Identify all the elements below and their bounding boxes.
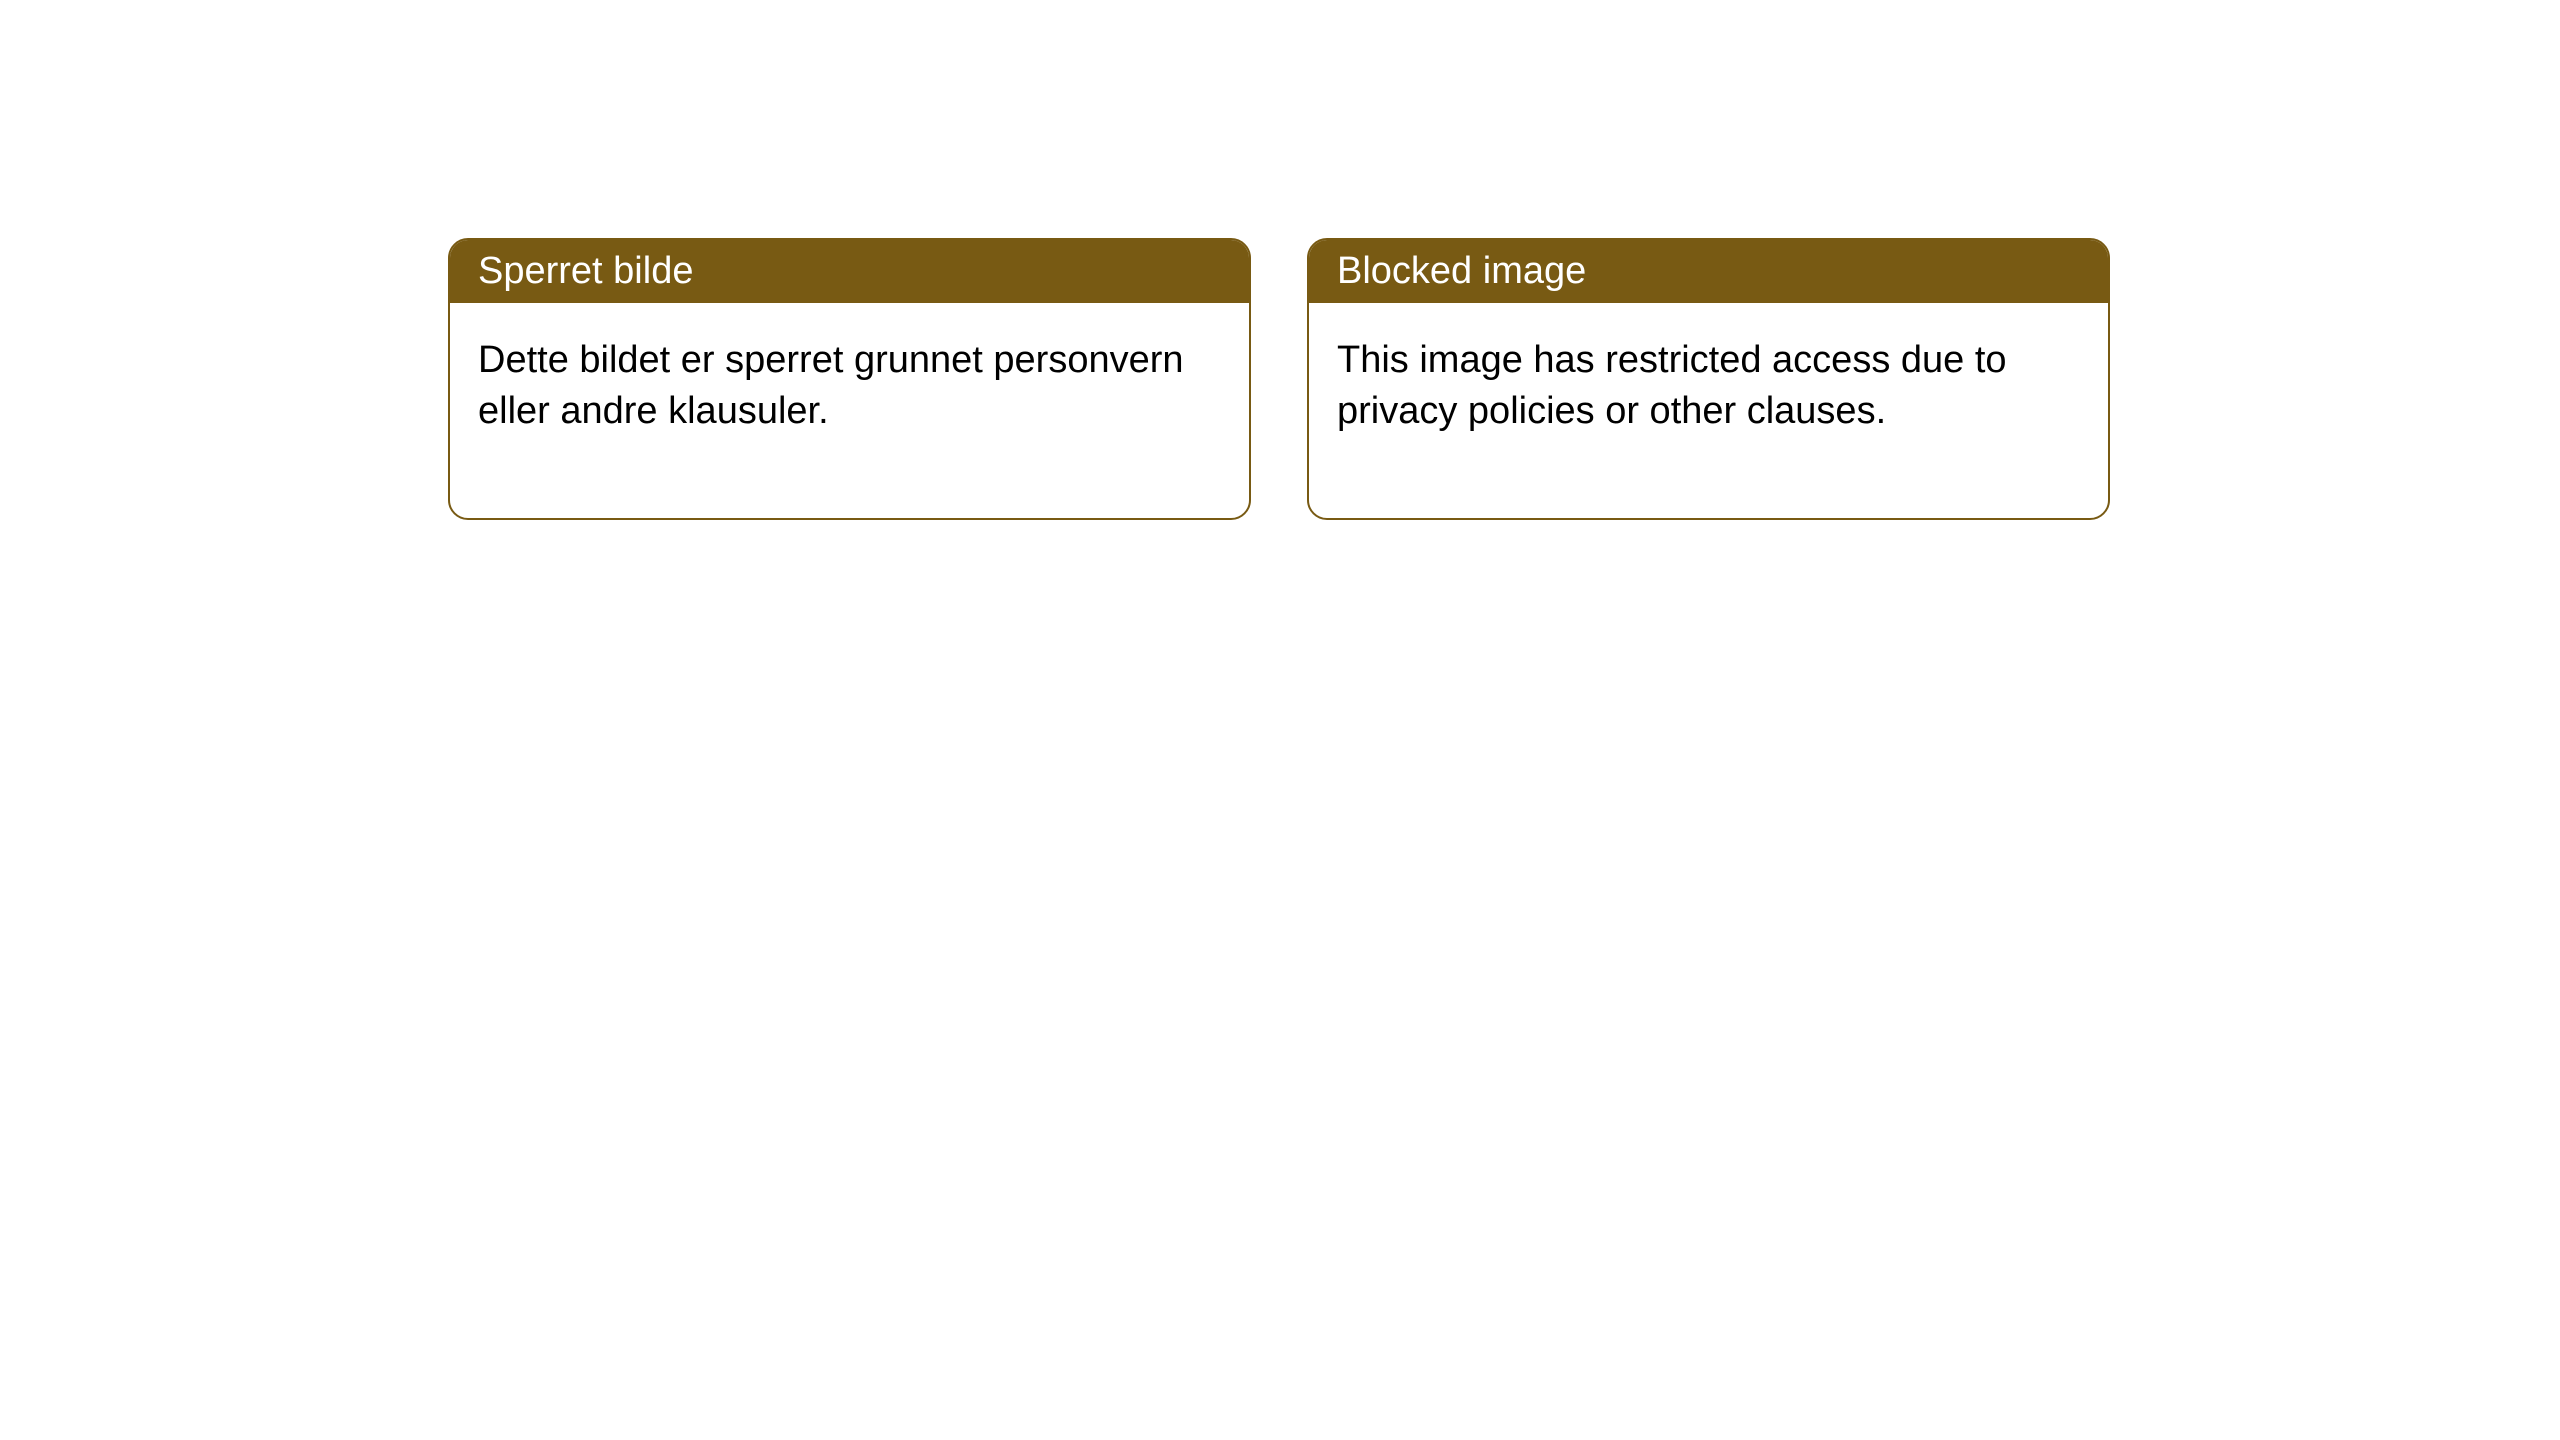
- notice-body: Dette bildet er sperret grunnet personve…: [450, 303, 1249, 518]
- notice-body-text: This image has restricted access due to …: [1337, 339, 2007, 432]
- notice-card-norwegian: Sperret bilde Dette bildet er sperret gr…: [448, 238, 1251, 520]
- notice-header: Blocked image: [1309, 240, 2108, 303]
- notice-header: Sperret bilde: [450, 240, 1249, 303]
- notice-body: This image has restricted access due to …: [1309, 303, 2108, 518]
- notice-card-english: Blocked image This image has restricted …: [1307, 238, 2110, 520]
- notice-title: Sperret bilde: [478, 250, 693, 292]
- notice-title: Blocked image: [1337, 250, 1586, 292]
- notice-container: Sperret bilde Dette bildet er sperret gr…: [448, 238, 2110, 520]
- notice-body-text: Dette bildet er sperret grunnet personve…: [478, 339, 1184, 432]
